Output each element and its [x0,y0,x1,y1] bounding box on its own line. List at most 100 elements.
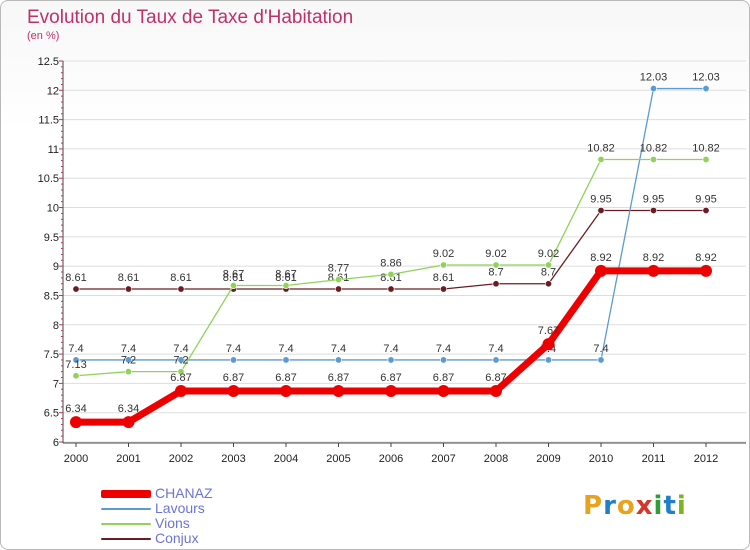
data-label-vions: 8.86 [380,257,401,269]
data-point-vions [439,261,447,269]
legend-item-conjux: Conjux [101,531,213,546]
data-point-lavours [230,356,238,364]
data-label-chanaz: 6.87 [380,372,401,384]
legend-swatch [101,522,151,525]
legend-label: CHANAZ [155,485,213,501]
data-label-vions: 7.2 [121,355,136,367]
data-label-chanaz: 8.92 [590,252,611,264]
data-label-conjux: 8.61 [118,272,139,284]
data-label-conjux: 9.95 [590,193,611,205]
data-label-chanaz: 6.87 [170,372,191,384]
logo-letter: t [663,491,677,521]
data-point-conjux [544,280,552,288]
data-point-conjux [72,285,80,293]
data-point-vions [544,261,552,269]
data-label-conjux: 8.7 [541,267,556,279]
data-label-chanaz: 6.87 [275,372,296,384]
data-label-vions: 7.2 [173,355,188,367]
data-point-lavours [282,356,290,364]
legend-label: Vions [155,515,190,531]
data-label-lavours: 7.4 [436,343,451,355]
data-label-lavours: 7.4 [331,343,346,355]
y-tick-label: 11 [48,144,59,156]
data-label-lavours: 7.4 [121,343,136,355]
x-tick-label: 2005 [326,453,350,465]
data-point-vions [72,372,80,380]
data-point-conjux [492,280,500,288]
data-label-lavours: 7.4 [593,343,608,355]
data-point-vions [492,261,500,269]
logo-letter: i [676,491,687,521]
data-point-chanaz [385,385,397,398]
data-point-lavours [702,85,710,93]
y-tick-label: 7.5 [44,349,59,361]
data-label-vions: 10.82 [640,142,668,154]
x-tick-label: 2007 [431,453,455,465]
data-point-conjux [597,206,605,214]
y-tick-label: 9.5 [44,232,59,244]
x-tick-label: 2002 [169,453,193,465]
legend-swatch [101,537,151,540]
data-label-conjux: 8.61 [433,272,454,284]
logo-letter: i [653,491,664,521]
y-tick-label: 7 [53,378,59,390]
logo-letter: o [616,491,636,521]
data-label-conjux: 8.61 [223,272,244,284]
data-label-vions: 9.02 [433,248,454,260]
data-point-vions [282,281,290,289]
data-label-vions: 8.67 [275,268,296,280]
legend-item-vions: Vions [101,516,213,531]
data-point-vions [597,155,605,163]
data-label-conjux: 8.61 [275,272,296,284]
data-point-lavours [597,356,605,364]
y-tick-label: 6.5 [44,408,59,420]
data-label-chanaz: 6.87 [433,372,454,384]
data-label-chanaz: 6.87 [223,372,244,384]
data-label-conjux: 8.7 [488,267,503,279]
data-point-conjux [177,285,185,293]
data-label-chanaz: 6.87 [328,372,349,384]
y-tick-label: 11.5 [38,115,59,127]
data-label-conjux: 8.61 [65,272,86,284]
legend-label: Lavours [155,500,205,516]
legend-label: Conjux [155,530,199,546]
y-tick-label: 8.5 [44,290,59,302]
logo-letter: x [635,491,654,521]
data-point-conjux [702,206,710,214]
proxiti-logo: Proxiti [583,491,687,521]
data-point-vions [334,276,342,284]
data-label-lavours: 7.4 [383,343,398,355]
data-label-vions: 8.67 [223,268,244,280]
data-label-vions: 10.82 [587,142,615,154]
chart-title: Evolution du Taux de Taxe d'Habitation [27,7,354,28]
data-label-chanaz: 8.92 [695,252,716,264]
data-point-vions [702,155,710,163]
data-point-chanaz [542,338,555,351]
data-point-chanaz [647,264,660,277]
x-tick-label: 2004 [274,453,298,465]
data-label-conjux: 9.95 [643,193,664,205]
data-label-vions: 10.82 [692,142,720,154]
data-point-vions [387,270,395,278]
x-tick-label: 2011 [642,453,666,465]
x-tick-label: 2009 [536,453,560,465]
data-point-chanaz [122,416,135,429]
data-label-chanaz: 7.67 [538,325,559,337]
chart-legend: CHANAZ Lavours Vions Conjux [101,486,213,546]
data-label-chanaz: 6.34 [65,403,86,415]
data-label-lavours: 12.03 [640,72,668,84]
y-tick-label: 10.5 [38,173,59,185]
data-label-chanaz: 6.34 [118,403,139,415]
data-point-vions [230,281,238,289]
data-point-lavours [387,356,395,364]
data-point-chanaz [700,264,712,277]
data-point-chanaz [437,385,450,398]
y-tick-label: 8 [53,320,59,332]
data-point-conjux [649,206,657,214]
y-tick-label: 10 [47,203,59,215]
y-tick-label: 12 [47,85,59,97]
data-label-vions: 7.13 [65,359,86,371]
data-label-lavours: 7.4 [68,343,83,355]
